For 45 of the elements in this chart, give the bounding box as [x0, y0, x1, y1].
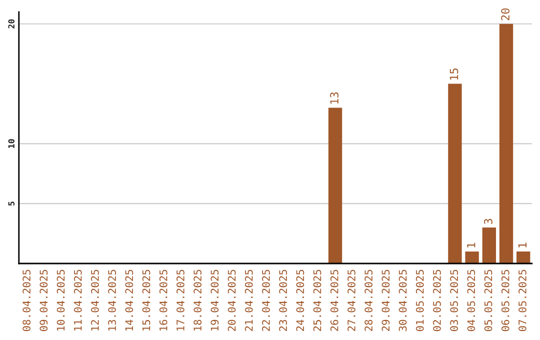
- x-tick-label: 16.04.2025: [159, 270, 168, 331]
- y-tick-label: 20: [8, 19, 15, 28]
- x-tick-label: 07.05.2025: [518, 270, 526, 332]
- x-tick-label: 10.04.2025: [56, 270, 65, 331]
- x-tick-label: 25.04.2025: [313, 270, 322, 331]
- data-label: 1: [518, 242, 526, 248]
- x-tick-label: 30.04.2025: [398, 270, 407, 332]
- x-tick-label: 24.04.2025: [296, 270, 304, 331]
- y-tick-label: 5: [8, 202, 15, 206]
- x-tick-label: 23.04.2025: [279, 270, 287, 331]
- x-tick-label: 26.04.2025: [330, 270, 338, 331]
- x-tick-label: 02.05.2025: [433, 270, 441, 332]
- x-tick-label: 06.05.2025: [501, 270, 510, 332]
- bar: [499, 24, 514, 264]
- x-tick-label: 12.04.2025: [91, 270, 99, 331]
- x-tick-label: 27.04.2025: [348, 270, 356, 331]
- bar: [482, 228, 496, 264]
- x-tick-label: 22.04.2025: [262, 270, 270, 331]
- x-tick-label: 21.04.2025: [244, 270, 253, 331]
- bar: [448, 84, 462, 264]
- x-tick-label: 04.05.2025: [467, 270, 476, 332]
- x-tick-label: 28.04.2025: [364, 270, 372, 331]
- data-label: 3: [484, 218, 492, 224]
- x-tick-label: 14.04.2025: [125, 270, 134, 331]
- x-tick-label: 18.04.2025: [194, 270, 202, 331]
- x-tick-label: 17.04.2025: [176, 270, 184, 331]
- x-tick-label: 05.05.2025: [484, 270, 492, 332]
- x-tick-label: 03.05.2025: [450, 270, 458, 332]
- data-label: 13: [330, 92, 339, 104]
- x-tick-label: 15.04.2025: [142, 270, 150, 331]
- x-tick-label: 11.04.2025: [74, 270, 82, 331]
- data-label: 15: [450, 68, 458, 80]
- x-tick-label: 01.05.2025: [416, 270, 424, 332]
- x-tick-label: 09.04.2025: [40, 270, 48, 332]
- bar: [516, 252, 530, 264]
- y-tick-label: 10: [8, 139, 15, 148]
- data-label: 20: [501, 8, 510, 20]
- x-tick-label: 08.04.2025: [22, 270, 30, 332]
- x-tick-label: 19.04.2025: [210, 270, 219, 331]
- bar: [328, 108, 342, 264]
- x-tick-label: 20.04.2025: [228, 270, 236, 331]
- x-tick-label: 13.04.2025: [108, 270, 116, 331]
- x-tick-label: 29.04.2025: [382, 270, 390, 331]
- bar: [465, 252, 479, 264]
- data-label: 1: [467, 242, 476, 248]
